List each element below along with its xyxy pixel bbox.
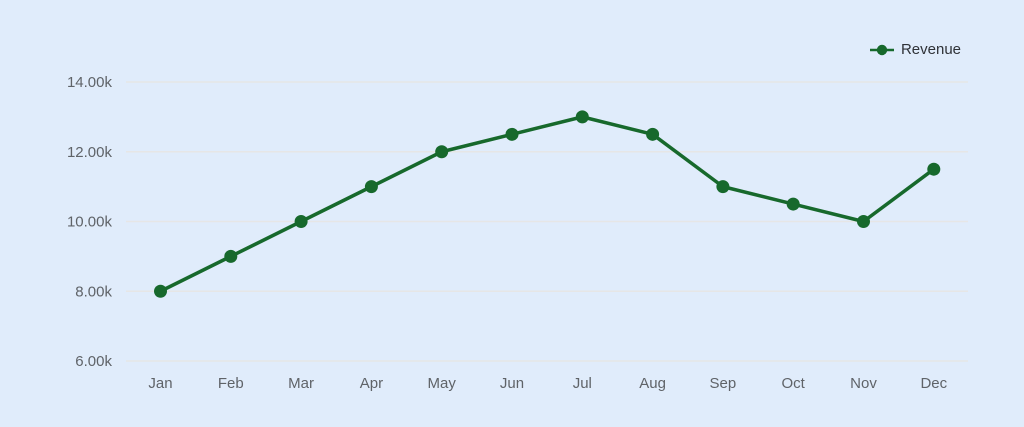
data-point-marker[interactable]: [224, 249, 238, 263]
x-tick-label: Aug: [639, 375, 666, 392]
data-point-marker[interactable]: [154, 284, 167, 298]
data-point-marker[interactable]: [575, 110, 589, 124]
data-point-marker[interactable]: [364, 180, 378, 194]
data-point-marker[interactable]: [435, 145, 449, 159]
x-tick-label: Mar: [288, 375, 314, 392]
data-point-marker[interactable]: [786, 197, 800, 211]
y-tick-label: 10.00k: [67, 214, 113, 231]
x-tick-label: Sep: [710, 375, 737, 392]
y-tick-label: 8.00k: [75, 283, 112, 300]
x-tick-label: Dec: [920, 375, 947, 392]
data-point-marker[interactable]: [716, 180, 730, 194]
y-tick-label: 12.00k: [67, 144, 113, 161]
x-tick-label: Apr: [360, 375, 383, 392]
data-point-marker[interactable]: [505, 127, 519, 141]
revenue-line: [158, 115, 936, 293]
y-tick-label: 14.00k: [67, 74, 113, 91]
y-tick-label: 6.00k: [75, 353, 112, 370]
x-tick-label: Jul: [573, 375, 592, 392]
legend-item-revenue[interactable]: Revenue: [869, 41, 961, 59]
legend-label: Revenue: [900, 41, 961, 58]
x-tick-label: Oct: [782, 375, 806, 392]
x-tick-label: Feb: [218, 375, 244, 392]
data-point-marker[interactable]: [294, 215, 308, 228]
data-point-marker[interactable]: [646, 127, 660, 141]
data-point-marker[interactable]: [927, 162, 941, 176]
legend-line-marker-icon: [869, 44, 894, 56]
x-tick-label: May: [428, 375, 457, 392]
data-point-marker[interactable]: [857, 215, 870, 228]
x-tick-label: Nov: [850, 375, 877, 392]
x-tick-label: Jan: [148, 375, 172, 392]
x-tick-label: Jun: [500, 375, 524, 392]
